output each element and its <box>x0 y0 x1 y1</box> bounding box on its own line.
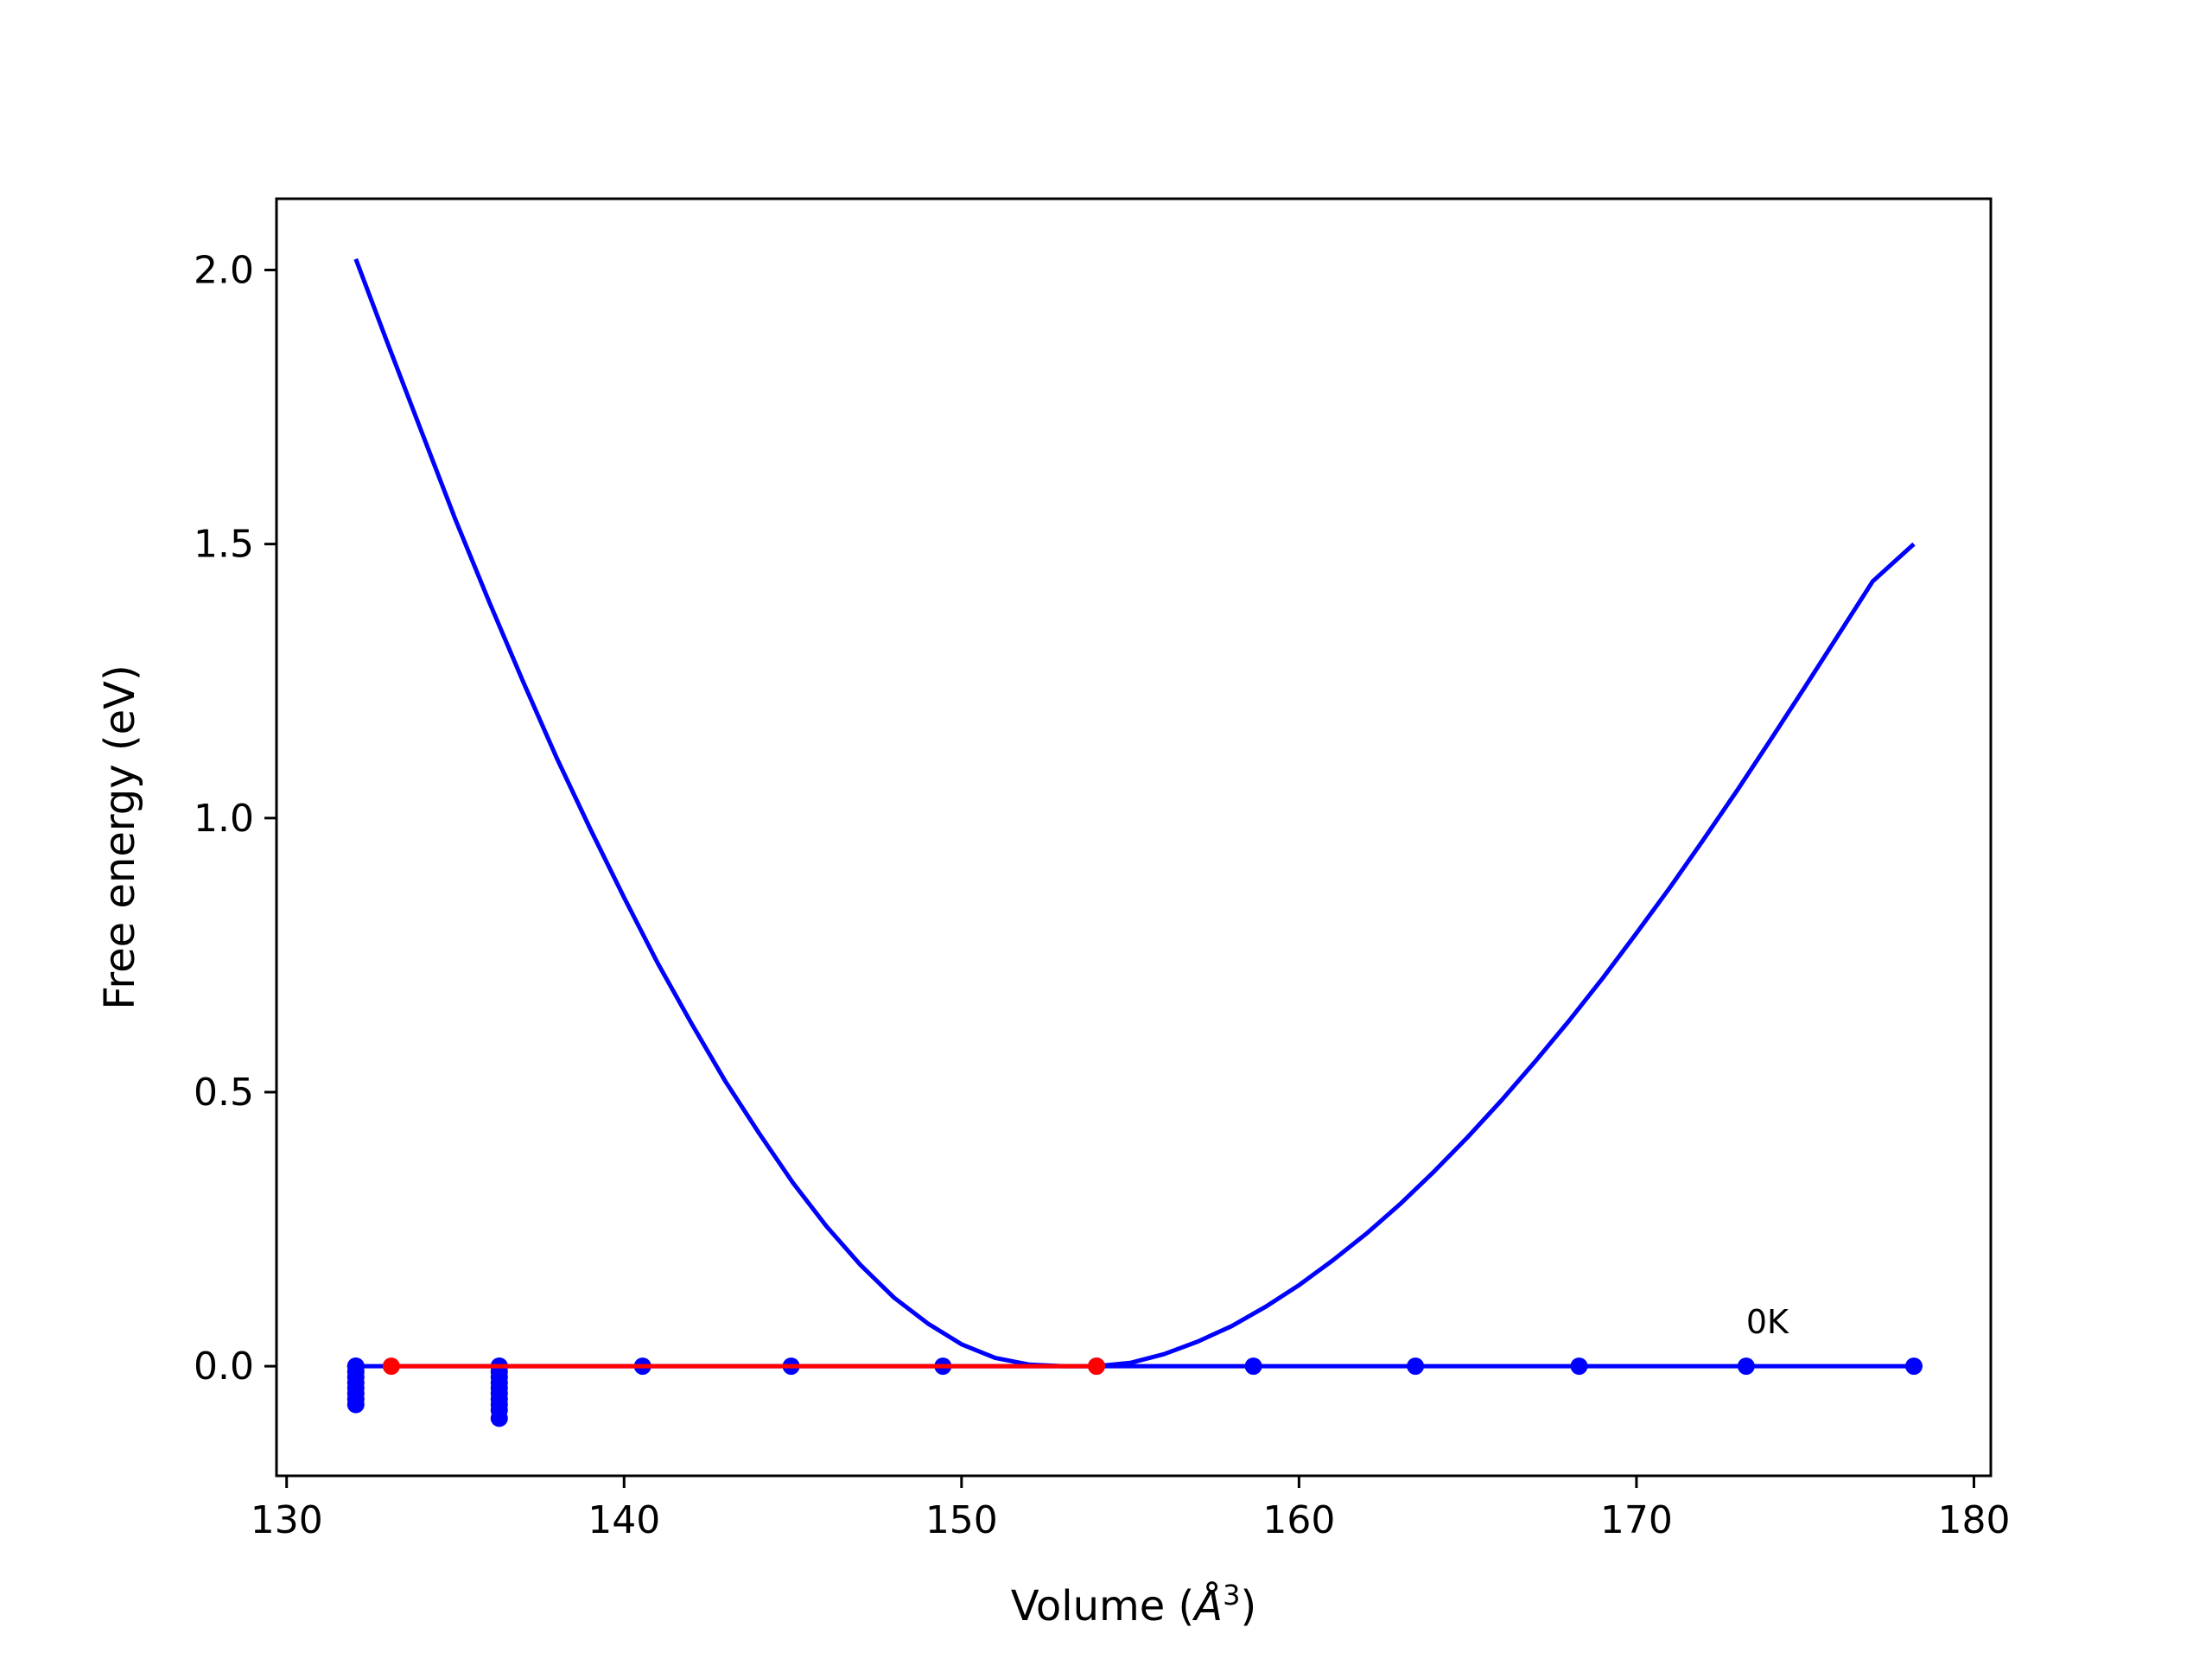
data-point <box>1244 1357 1262 1376</box>
x-axis-label-main: Volume ( <box>1011 1582 1195 1630</box>
tick-group: 130 140 150 160 170 180 0.0 0.5 1.0 1.5 2.0 <box>194 248 2010 1542</box>
y-tick-label: 0.5 <box>194 1071 254 1115</box>
data-point <box>1088 1357 1105 1376</box>
y-axis-label: Free energy (eV) <box>96 664 144 1009</box>
series-2 <box>346 1357 508 1427</box>
y-tick-label: 1.0 <box>194 797 254 841</box>
x-axis-label: Volume (Å3) <box>1011 1579 1256 1630</box>
data-point <box>382 1357 400 1376</box>
x-tick-label: 130 <box>251 1498 323 1542</box>
x-tick-label: 150 <box>925 1498 998 1542</box>
x-axis-label-sup: 3 <box>1223 1579 1240 1611</box>
series-0 <box>353 257 1916 1369</box>
x-tick-label: 140 <box>588 1498 660 1542</box>
y-tick-label: 2.0 <box>194 248 254 292</box>
data-point <box>490 1409 508 1427</box>
plot-area: 0K <box>346 257 1923 1427</box>
y-tick-label: 0.0 <box>194 1344 254 1389</box>
x-axis-label-unit: Å <box>1192 1581 1223 1630</box>
series-line-0 <box>353 257 1916 1369</box>
x-tick-label: 170 <box>1600 1498 1673 1542</box>
x-tick-label: 180 <box>1937 1498 2010 1542</box>
data-point <box>1570 1357 1588 1376</box>
series-3 <box>382 1357 1105 1376</box>
y-tick-label: 1.5 <box>194 523 254 567</box>
annotation-label: 0K <box>1746 1303 1789 1341</box>
data-point <box>1737 1357 1755 1376</box>
data-point <box>1407 1357 1425 1376</box>
data-point <box>1905 1357 1923 1376</box>
data-point <box>346 1395 365 1414</box>
axes-frame <box>275 197 1993 1478</box>
x-axis-label-close: ) <box>1240 1582 1256 1630</box>
x-tick-label: 160 <box>1262 1498 1335 1542</box>
